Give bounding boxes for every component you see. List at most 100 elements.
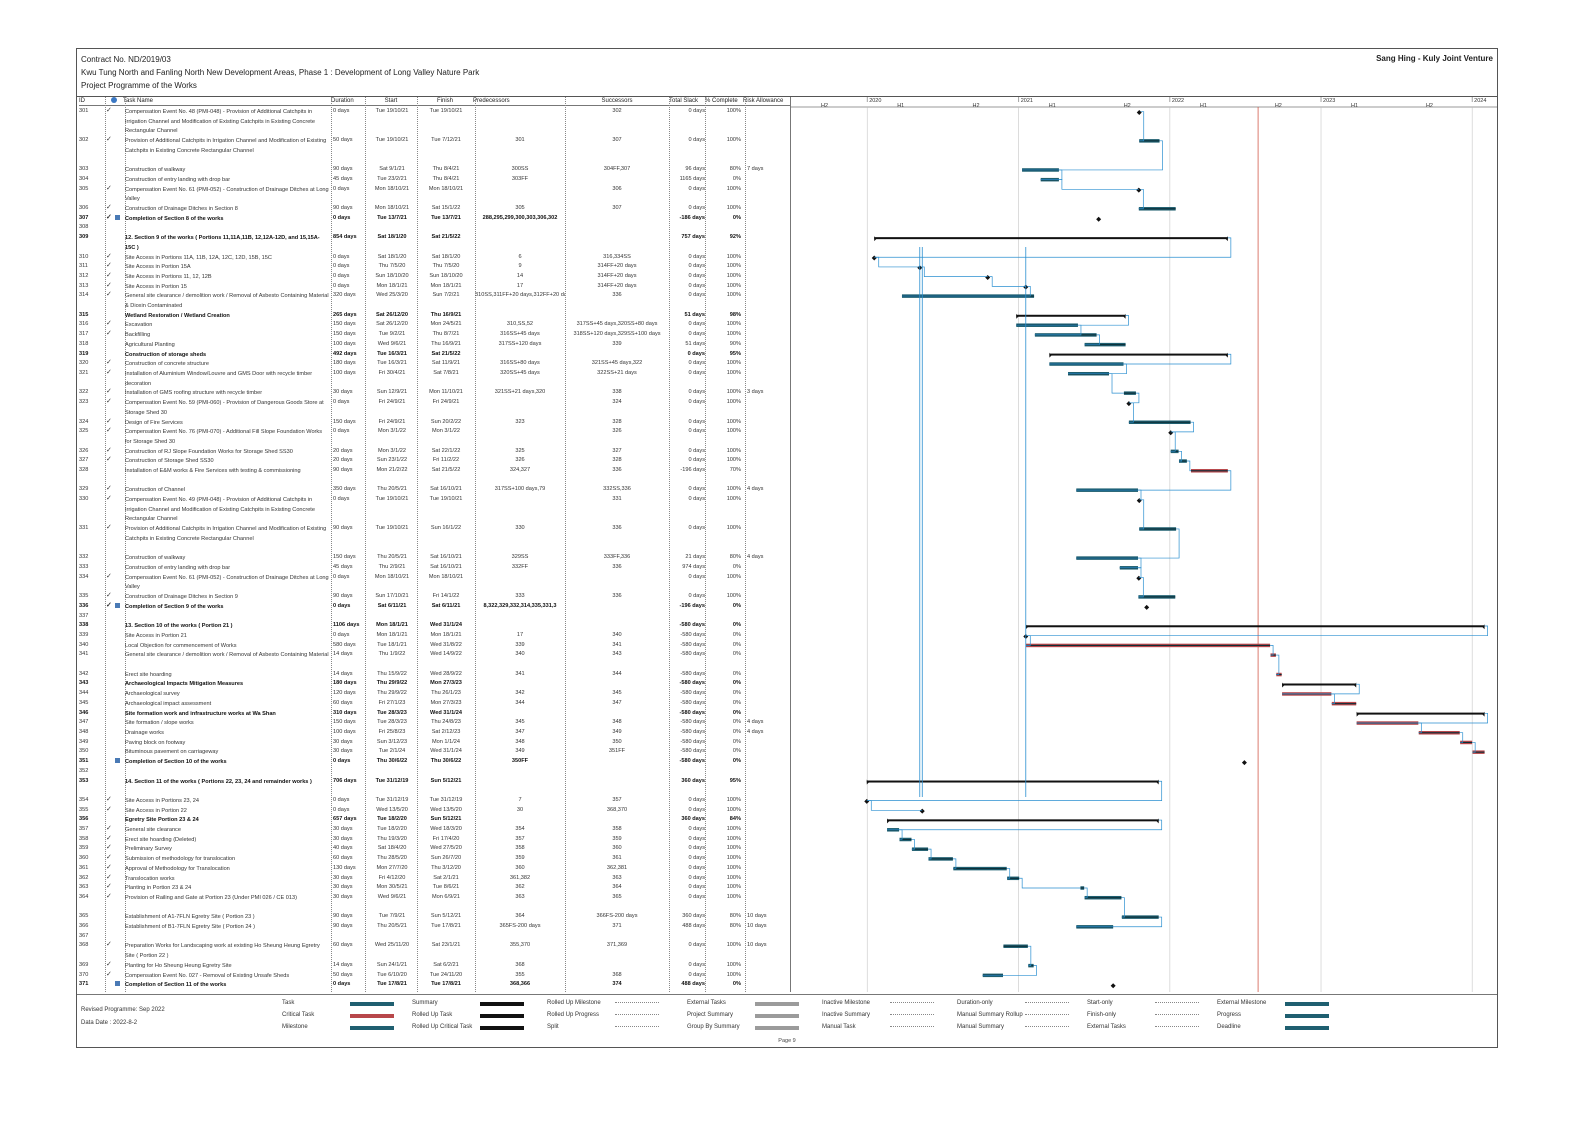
cell-name[interactable]: Establishment of A1-7FLN Egretry Site ( … xyxy=(125,913,329,923)
table-row[interactable]: 354 Site Access in Portions 23, 24 0 days T… xyxy=(77,797,790,807)
table-row[interactable]: 336 Completion of Section 9 of the works 0… xyxy=(77,603,790,613)
table-row[interactable]: 320 Construction of concrete structure 180… xyxy=(77,360,790,370)
cell-name[interactable]: Local Objection for commencement of Work… xyxy=(125,642,329,652)
table-row[interactable]: 318 Agricultural Planting 100 days Wed 9/6/… xyxy=(77,341,790,351)
table-row[interactable]: 352 xyxy=(77,768,790,778)
table-row[interactable]: 342 Erect site hoarding 14 days Thu 15/9/22… xyxy=(77,671,790,681)
table-row[interactable]: 301 Compensation Event No. 48 (PMI-048) -… xyxy=(77,108,790,137)
table-row[interactable]: 326 Construction of RJ Slope Foundation W… xyxy=(77,448,790,458)
table-row[interactable]: 357 General site clearance 30 days Tue 18/2… xyxy=(77,826,790,836)
table-row[interactable]: 360 Submission of methodology for translo… xyxy=(77,855,790,865)
cell-name[interactable]: Construction of storage sheds xyxy=(125,351,329,361)
cell-name[interactable]: Construction of walkway xyxy=(125,554,329,564)
table-row[interactable]: 333 Construction of entry landing with dr… xyxy=(77,564,790,574)
cell-name[interactable]: Construction of entry landing with drop … xyxy=(125,564,329,574)
table-row[interactable]: 349 Paving block on footway 30 days Sun 3/1… xyxy=(77,739,790,749)
table-row[interactable]: 348 Drainage works 100 days Fri 25/8/23 Sat … xyxy=(77,729,790,739)
table-row[interactable]: 306 Construction of Drainage Ditches in S… xyxy=(77,205,790,215)
table-row[interactable]: 313 Site Access in Portion 15 0 days Mon 18… xyxy=(77,283,790,293)
col-risk-header[interactable]: Risk Allowance xyxy=(743,97,790,106)
col-succ-header[interactable]: Successors xyxy=(565,97,669,106)
col-start-header[interactable]: Start xyxy=(365,97,417,106)
cell-name[interactable]: Establishment of B1-7FLN Egretry Site ( … xyxy=(125,923,329,933)
cell-name[interactable]: Installation of GMS roofing structure wi… xyxy=(125,389,329,399)
table-row[interactable]: 321 Installation of Aluminium Window/Louv… xyxy=(77,370,790,389)
cell-name[interactable]: Preliminary Survey xyxy=(125,845,329,855)
cell-name[interactable]: General site clearance / demolition work… xyxy=(125,651,329,670)
cell-name[interactable]: Compensation Event No. 61 (PMI-052) - Co… xyxy=(125,574,329,593)
cell-name[interactable]: Construction of Drainage Ditches in Sect… xyxy=(125,205,329,215)
table-row[interactable]: 355 Site Access in Portion 22 0 days Wed 13… xyxy=(77,807,790,817)
table-row[interactable]: 364 Provision of Railing and Gate at Port… xyxy=(77,894,790,913)
table-row[interactable]: 309 12. Section 9 of the works ( Portions… xyxy=(77,234,790,253)
cell-name[interactable] xyxy=(125,613,329,623)
cell-name[interactable]: Excavation xyxy=(125,321,329,331)
cell-name[interactable]: Compensation Event No. 49 (PMI-048) - Pr… xyxy=(125,496,329,525)
cell-name[interactable]: Completion of Section 8 of the works xyxy=(125,215,329,225)
cell-name[interactable]: Drainage works xyxy=(125,729,329,739)
table-row[interactable]: 323 Compensation Event No. 59 (PMI-060) -… xyxy=(77,399,790,418)
cell-name[interactable]: Submission of methodology for translocat… xyxy=(125,855,329,865)
table-row[interactable]: 338 13. Section 10 of the works ( Portion… xyxy=(77,622,790,632)
table-row[interactable]: 327 Construction of Storage Shed SS30 20 d… xyxy=(77,457,790,467)
cell-name[interactable]: Planting in Portion 23 & 24 xyxy=(125,884,329,894)
table-row[interactable]: 316 Excavation 150 days Sat 26/12/20 Mon 24/… xyxy=(77,321,790,331)
cell-name[interactable]: Construction of Channel xyxy=(125,486,329,496)
col-duration-header[interactable]: Duration xyxy=(331,97,365,106)
table-row[interactable]: 350 Bituminous pavement on carriageway 30 … xyxy=(77,748,790,758)
cell-name[interactable]: Installation of Aluminium Window/Louvre … xyxy=(125,370,329,389)
cell-name[interactable]: Construction of Storage Shed SS30 xyxy=(125,457,329,467)
table-row[interactable]: 319 Construction of storage sheds 492 days… xyxy=(77,351,790,361)
table-row[interactable]: 310 Site Access in Portions 11A, 11B, 12A… xyxy=(77,254,790,264)
table-row[interactable]: 304 Construction of entry landing with dr… xyxy=(77,176,790,186)
table-row[interactable]: 322 Installation of GMS roofing structure… xyxy=(77,389,790,399)
cell-name[interactable] xyxy=(125,933,329,943)
cell-name[interactable]: Site formation work and infrastructure w… xyxy=(125,710,329,720)
cell-name[interactable]: Archaeological Impacts Mitigation Measur… xyxy=(125,680,329,690)
cell-name[interactable]: Archaeological survey xyxy=(125,690,329,700)
table-row[interactable]: 361 Approval of Methodology for Transloca… xyxy=(77,865,790,875)
cell-name[interactable]: Site Access in Portion 15A xyxy=(125,263,329,273)
table-row[interactable]: 347 Site formation / slope works 150 days T… xyxy=(77,719,790,729)
table-row[interactable]: 339 Site Access in Portion 21 0 days Mon 18… xyxy=(77,632,790,642)
table-row[interactable]: 365 Establishment of A1-7FLN Egretry Site… xyxy=(77,913,790,923)
cell-name[interactable]: Provision of Additional Catchpits in Irr… xyxy=(125,525,329,554)
table-row[interactable]: 340 Local Objection for commencement of W… xyxy=(77,642,790,652)
table-row[interactable]: 308 xyxy=(77,224,790,234)
table-row[interactable]: 334 Compensation Event No. 61 (PMI-052) -… xyxy=(77,574,790,593)
cell-name[interactable]: Translocation works xyxy=(125,875,329,885)
table-row[interactable]: 311 Site Access in Portion 15A 0 days Thu 7… xyxy=(77,263,790,273)
cell-name[interactable]: Design of Fire Services xyxy=(125,419,329,429)
table-row[interactable]: 359 Preliminary Survey 40 days Sat 18/4/20 W… xyxy=(77,845,790,855)
cell-name[interactable]: Paving block on footway xyxy=(125,739,329,749)
cell-name[interactable]: Site Access in Portions 11, 12, 12B xyxy=(125,273,329,283)
table-row[interactable]: 363 Planting in Portion 23 & 24 30 days Mon… xyxy=(77,884,790,894)
table-row[interactable]: 371 Completion of Section 11 of the works… xyxy=(77,981,790,991)
cell-name[interactable]: Construction of concrete structure xyxy=(125,360,329,370)
cell-name[interactable]: Construction of entry landing with drop … xyxy=(125,176,329,186)
cell-name[interactable]: Compensation Event No. 48 (PMI-048) - Pr… xyxy=(125,108,329,137)
cell-name[interactable]: General site clearance / demolition work… xyxy=(125,292,329,311)
cell-name[interactable]: Compensation Event No. 61 (PMI-052) - Co… xyxy=(125,186,329,205)
cell-name[interactable]: Site Access in Portions 11A, 11B, 12A, 1… xyxy=(125,254,329,264)
table-row[interactable]: 356 Egretry Site Portion 23 & 24 657 days T… xyxy=(77,816,790,826)
cell-name[interactable]: Provision of Railing and Gate at Portion… xyxy=(125,894,329,913)
cell-name[interactable]: Site Access in Portion 21 xyxy=(125,632,329,642)
cell-name[interactable]: Agricultural Planting xyxy=(125,341,329,351)
table-row[interactable]: 367 xyxy=(77,933,790,943)
cell-name[interactable]: Completion of Section 10 of the works xyxy=(125,758,329,768)
table-row[interactable]: 329 Construction of Channel 350 days Thu 20… xyxy=(77,486,790,496)
cell-name[interactable]: 13. Section 10 of the works ( Portion 21… xyxy=(125,622,329,632)
cell-name[interactable]: Site Access in Portions 23, 24 xyxy=(125,797,329,807)
cell-name[interactable]: Site Access in Portion 15 xyxy=(125,283,329,293)
col-pred-header[interactable]: Predecessors xyxy=(473,97,565,106)
table-row[interactable]: 315 Wetland Restoration / Wetland Creatio… xyxy=(77,312,790,322)
table-row[interactable]: 343 Archaeological Impacts Mitigation Mea… xyxy=(77,680,790,690)
table-row[interactable]: 307 Completion of Section 8 of the works 0… xyxy=(77,215,790,225)
table-row[interactable]: 314 General site clearance / demolition w… xyxy=(77,292,790,311)
cell-name[interactable]: Compensation Event No. 027 - Removal of … xyxy=(125,972,329,982)
gantt-chart[interactable]: 2020 2021 2022 2023 2024 H2 H1 H2 H1 H2 H1 H2 H1 H2 xyxy=(790,97,1497,992)
table-row[interactable]: 328 Installation of E&M works & Fire Serv… xyxy=(77,467,790,486)
cell-name[interactable]: Completion of Section 9 of the works xyxy=(125,603,329,613)
cell-name[interactable]: Erect site hoarding xyxy=(125,671,329,681)
